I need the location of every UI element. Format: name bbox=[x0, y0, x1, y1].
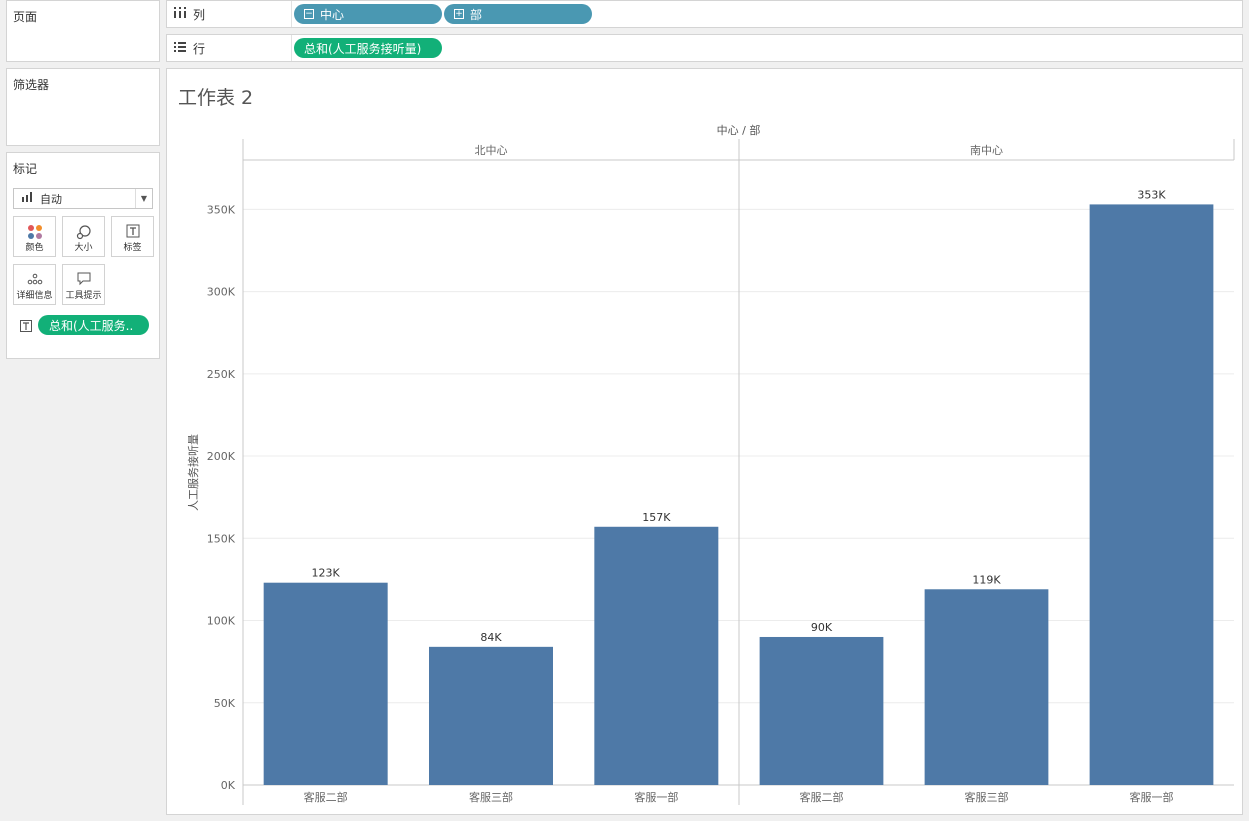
bar bbox=[1089, 204, 1214, 785]
tooltip-icon bbox=[63, 272, 104, 286]
pages-title: 页面 bbox=[13, 10, 38, 24]
expand-icon[interactable]: + bbox=[454, 9, 464, 19]
color-button[interactable]: 颜色 bbox=[13, 216, 56, 257]
rows-icon bbox=[173, 41, 187, 55]
text-label-icon bbox=[20, 320, 32, 335]
y-tick-label: 250K bbox=[207, 368, 236, 381]
pane-header-label: 北中心 bbox=[475, 144, 508, 157]
bar-value-label: 123K bbox=[312, 567, 341, 580]
y-tick-label: 100K bbox=[207, 615, 236, 628]
collapse-icon[interactable]: − bbox=[304, 9, 314, 19]
x-tick-label: 客服三部 bbox=[965, 790, 1009, 804]
label-button[interactable]: 标签 bbox=[111, 216, 154, 257]
bar-value-label: 84K bbox=[480, 631, 502, 644]
bar bbox=[759, 636, 884, 785]
tooltip-button[interactable]: 工具提示 bbox=[62, 264, 105, 305]
y-tick-label: 350K bbox=[207, 203, 236, 216]
detail-icon bbox=[14, 272, 55, 286]
bar bbox=[594, 526, 719, 785]
y-tick-label: 0K bbox=[221, 779, 236, 792]
bar-value-label: 90K bbox=[811, 621, 833, 634]
pane-header-label: 南中心 bbox=[970, 144, 1003, 157]
x-tick-label: 客服三部 bbox=[469, 790, 513, 804]
detail-button[interactable]: 详细信息 bbox=[13, 264, 56, 305]
worksheet-view: 工作表 2 中心 / 部 0K 50K 100K 150K 200K 250K 300K 350… bbox=[166, 68, 1243, 815]
mark-type-value: 自动 bbox=[40, 192, 62, 206]
y-axis-label: 人工服务接听量 bbox=[187, 434, 200, 511]
bar-chart-icon bbox=[22, 192, 34, 205]
bar-value-label: 157K bbox=[642, 511, 671, 524]
x-tick-label: 客服一部 bbox=[1130, 790, 1174, 804]
columns-icon bbox=[173, 7, 187, 21]
row-measure-pill[interactable]: 总和(人工服务接听量) bbox=[294, 38, 442, 58]
bar-chart: 中心 / 部 0K 50K 100K 150K 200K 250K 300K 350K 人工服务接… bbox=[187, 123, 1235, 805]
x-tick-label: 客服二部 bbox=[304, 790, 348, 804]
bar-value-label: 353K bbox=[1137, 188, 1166, 201]
bar-value-label: 119K bbox=[972, 573, 1001, 586]
size-icon bbox=[63, 224, 104, 240]
marks-title: 标记 bbox=[13, 162, 38, 176]
rows-shelf[interactable]: 行 总和(人工服务接听量) bbox=[166, 34, 1243, 62]
column-pill-department[interactable]: + 部 bbox=[444, 4, 592, 24]
mark-type-dropdown[interactable]: 自动 ▼ bbox=[13, 188, 153, 209]
bar bbox=[924, 589, 1049, 785]
filters-title: 筛选器 bbox=[13, 78, 50, 92]
sheet-title: 工作表 2 bbox=[178, 87, 254, 109]
y-tick-label: 300K bbox=[207, 286, 236, 299]
filters-card[interactable]: 筛选器 bbox=[6, 68, 160, 146]
text-label-icon bbox=[112, 224, 153, 238]
marks-card: 标记 自动 ▼ 颜色 大小 标签 详细信息 工具提示 bbox=[6, 152, 160, 359]
bar bbox=[429, 646, 553, 785]
y-tick-label: 200K bbox=[207, 450, 236, 463]
label-measure-pill[interactable]: 总和(人工服务.. bbox=[38, 315, 149, 335]
columns-shelf[interactable]: 列 − 中心 + 部 bbox=[166, 0, 1243, 28]
color-icon bbox=[14, 224, 55, 240]
rows-shelf-label: 行 bbox=[167, 35, 292, 61]
x-tick-label: 客服二部 bbox=[800, 790, 844, 804]
pages-card[interactable]: 页面 bbox=[6, 0, 160, 62]
chevron-down-icon[interactable]: ▼ bbox=[135, 189, 152, 208]
y-tick-label: 150K bbox=[207, 532, 236, 545]
column-pill-center[interactable]: − 中心 bbox=[294, 4, 442, 24]
y-tick-label: 50K bbox=[214, 697, 236, 710]
size-button[interactable]: 大小 bbox=[62, 216, 105, 257]
x-tick-label: 客服一部 bbox=[634, 790, 678, 804]
column-header-title: 中心 / 部 bbox=[717, 123, 761, 137]
bar bbox=[263, 582, 388, 785]
columns-shelf-label: 列 bbox=[167, 1, 292, 27]
